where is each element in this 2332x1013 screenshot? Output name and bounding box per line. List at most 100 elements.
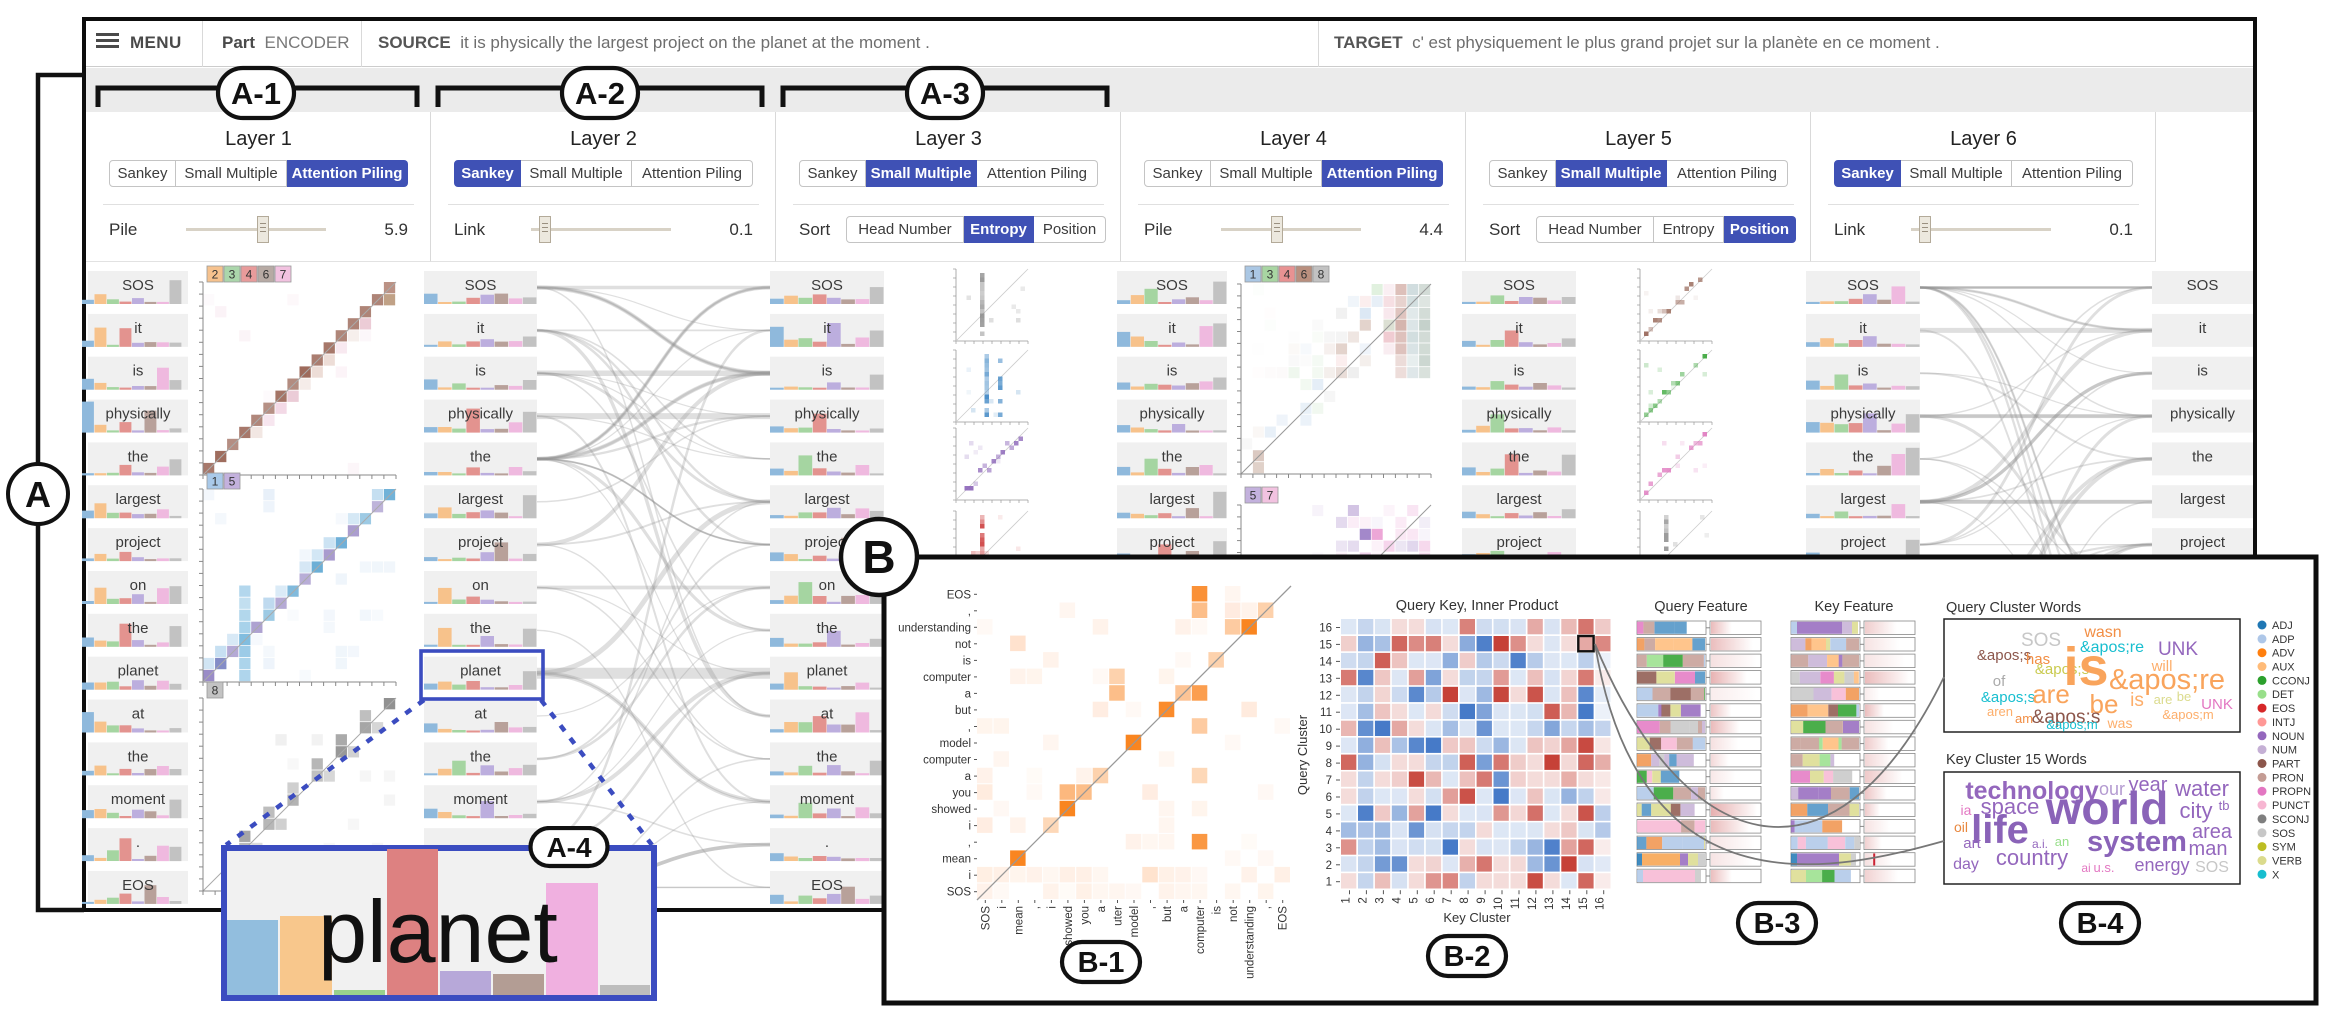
svg-text:largest: largest (1840, 491, 1886, 508)
svg-text:energy: energy (2134, 855, 2189, 875)
svg-text:uter: uter (1113, 906, 1125, 926)
svg-text:NOUN: NOUN (2272, 731, 2304, 743)
svg-text:13: 13 (1544, 897, 1556, 910)
svg-text:PART: PART (2272, 759, 2301, 771)
svg-text:,: , (1030, 906, 1042, 909)
svg-text:ADV: ADV (2272, 648, 2295, 660)
svg-text:4: 4 (1284, 268, 1291, 282)
svg-text:3: 3 (1374, 897, 1386, 903)
svg-text:technology: technology (1965, 777, 2098, 805)
svg-text:a: a (1179, 905, 1191, 912)
svg-text:NUM: NUM (2272, 745, 2297, 757)
svg-text:on: on (130, 577, 147, 594)
svg-text:11: 11 (1320, 707, 1332, 719)
svg-text:5: 5 (1326, 809, 1332, 821)
svg-text:9: 9 (1326, 741, 1332, 753)
svg-text:not: not (1228, 905, 1240, 922)
svg-text:i: i (997, 906, 1009, 909)
svg-text:is: is (475, 363, 486, 380)
svg-text:has: has (2026, 651, 2050, 668)
svg-text:it: it (1515, 320, 1523, 337)
svg-text:it: it (2199, 320, 2207, 337)
svg-text:the: the (817, 448, 838, 465)
svg-text:not: not (955, 639, 972, 651)
svg-text:model: model (1129, 906, 1141, 937)
svg-text:a.i.: a.i. (2032, 837, 2048, 851)
svg-text:16: 16 (1319, 623, 1332, 635)
svg-text:12: 12 (1527, 897, 1539, 910)
svg-text:wasn: wasn (2083, 624, 2121, 641)
svg-text:understanding: understanding (898, 622, 971, 634)
svg-text:14: 14 (1319, 656, 1332, 668)
svg-text:3: 3 (1326, 843, 1332, 855)
svg-text:u.s.: u.s. (2094, 860, 2115, 875)
svg-text:at: at (821, 706, 834, 723)
svg-text:physically: physically (105, 406, 171, 423)
svg-text:8: 8 (1326, 758, 1332, 770)
svg-text:a: a (965, 771, 972, 783)
svg-text:2: 2 (1326, 860, 1332, 872)
svg-text:Query Key, Inner Product: Query Key, Inner Product (1396, 598, 1559, 614)
svg-text:life: life (1971, 808, 2029, 852)
svg-text:largest: largest (115, 491, 161, 508)
svg-text:SOS: SOS (1847, 277, 1879, 294)
svg-text:be: be (2177, 689, 2191, 704)
svg-text:,: , (968, 722, 971, 734)
svg-text:8: 8 (1459, 897, 1471, 903)
svg-text:computer: computer (923, 672, 971, 684)
svg-text:an: an (2055, 834, 2069, 849)
svg-text:AUX: AUX (2272, 662, 2295, 674)
svg-text:A-4: A-4 (546, 832, 592, 863)
svg-text:12: 12 (1319, 690, 1332, 702)
svg-text:B-4: B-4 (2077, 908, 2124, 940)
svg-text:is: is (1167, 363, 1178, 380)
svg-text:on: on (819, 577, 836, 594)
svg-text:i: i (968, 870, 971, 882)
svg-text:the: the (470, 448, 491, 465)
svg-text:water: water (2174, 776, 2229, 801)
svg-text:it: it (477, 320, 485, 337)
svg-text:15: 15 (1578, 897, 1590, 910)
svg-text:,: , (968, 606, 971, 618)
svg-text:area: area (2192, 821, 2233, 843)
svg-text:physically: physically (1830, 406, 1896, 423)
svg-text:it: it (134, 320, 142, 337)
svg-text:6: 6 (1425, 897, 1437, 903)
svg-text:project: project (458, 534, 504, 551)
svg-text:a: a (1096, 905, 1108, 912)
svg-text:the: the (128, 620, 149, 637)
svg-text:.: . (825, 834, 829, 851)
svg-text:at: at (132, 706, 145, 723)
svg-text:is: is (963, 655, 972, 667)
svg-text:16: 16 (1595, 897, 1607, 910)
svg-text:DET: DET (2272, 689, 2294, 701)
svg-text:it: it (1859, 320, 1867, 337)
svg-text:&apos;re: &apos;re (2080, 639, 2144, 656)
svg-text:is: is (1858, 363, 1869, 380)
svg-text:the: the (470, 748, 491, 765)
svg-text:art: art (1963, 835, 1981, 852)
svg-text:our: our (2099, 779, 2125, 799)
svg-text:moment: moment (453, 791, 508, 808)
svg-text:Query Cluster: Query Cluster (1295, 714, 1310, 795)
svg-text:was: was (2107, 715, 2133, 731)
svg-text:model: model (940, 738, 971, 750)
svg-text:is: is (2063, 637, 2108, 697)
svg-text:is: is (1514, 363, 1525, 380)
svg-text:aren: aren (1987, 704, 2013, 719)
svg-text:understanding: understanding (1245, 906, 1257, 979)
svg-text:B-1: B-1 (1078, 947, 1125, 979)
svg-text:SYM: SYM (2272, 842, 2296, 854)
svg-text:but: but (955, 705, 972, 717)
svg-text:4: 4 (1391, 897, 1403, 904)
svg-text:B-2: B-2 (1444, 941, 1491, 973)
svg-text:Key Feature: Key Feature (1815, 599, 1894, 615)
svg-text:EOS: EOS (947, 589, 972, 601)
svg-text:SOS: SOS (465, 277, 497, 294)
svg-text:A-3: A-3 (920, 76, 970, 111)
svg-text:,: , (1261, 906, 1273, 909)
svg-text:&apos;m: &apos;m (2046, 717, 2097, 732)
svg-text:,: , (968, 837, 971, 849)
svg-text:showed: showed (931, 804, 971, 816)
svg-text:&apos;re: &apos;re (2109, 664, 2225, 696)
